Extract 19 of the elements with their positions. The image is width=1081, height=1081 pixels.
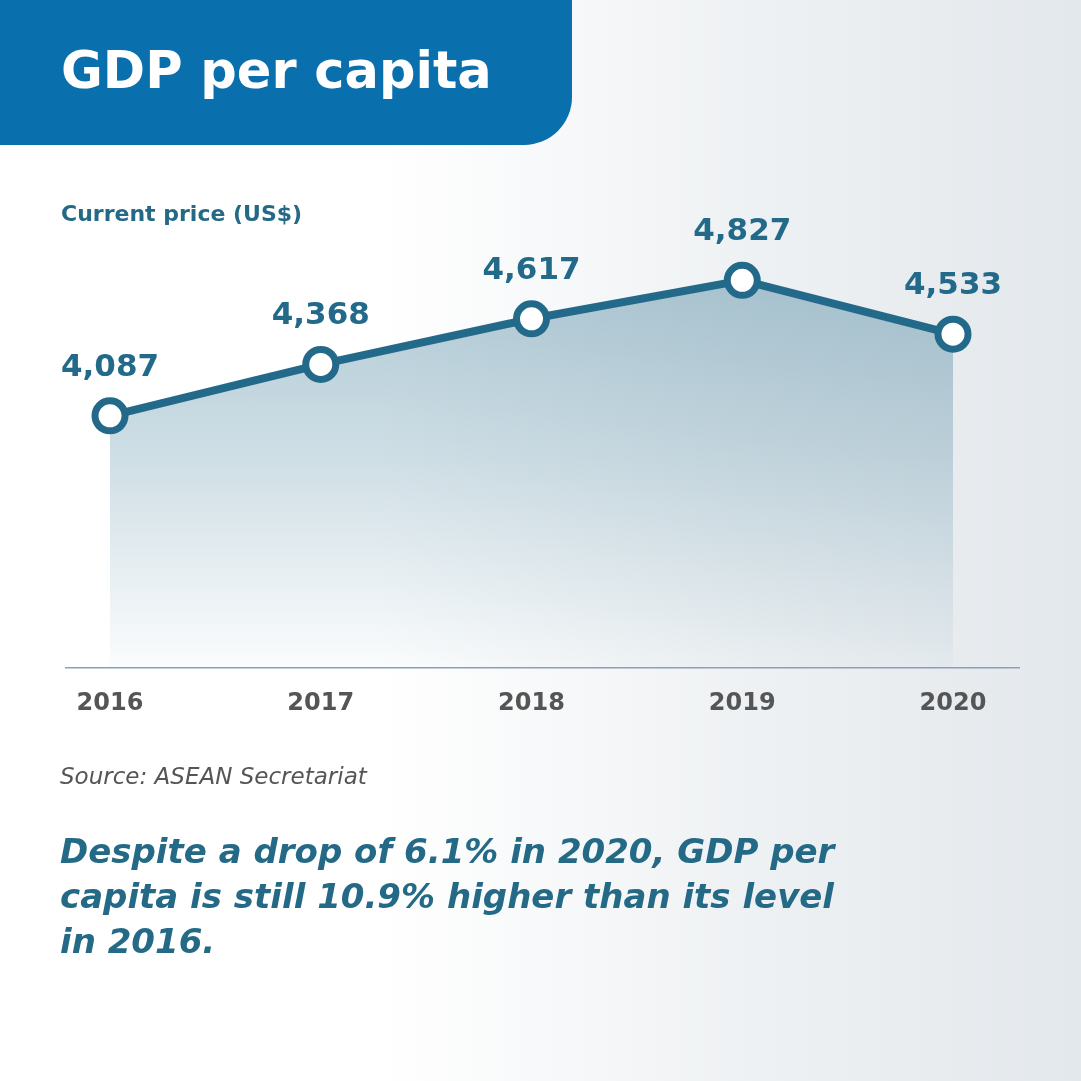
data-label: 4,617: [482, 249, 581, 286]
annotation: Source: ASEAN Secretariat: [60, 763, 367, 789]
point: [934, 315, 972, 353]
point: [302, 345, 340, 383]
point: [723, 261, 761, 299]
data-label: 4,533: [903, 265, 1003, 302]
point: [91, 397, 129, 435]
data-label: 4,827: [693, 211, 792, 248]
data-label: 4,087: [60, 346, 160, 383]
x-tick-label: 2019: [708, 687, 776, 716]
annotation: Despite a drop of 6.1% in 2020, GDP per capita is still 10.9% higher than its level in 2016.: [60, 831, 835, 961]
y-axis-title: Current price (US$): [61, 201, 303, 226]
data-label: 4,368: [271, 295, 370, 332]
chart-title: GDP per capita: [61, 41, 492, 100]
x-tick-label: 2017: [287, 687, 355, 716]
x-tick-label: 2020: [919, 687, 987, 716]
x-tick-label: 2018: [498, 687, 565, 716]
point: [513, 300, 550, 338]
x-tick-label: 2016: [76, 687, 144, 716]
